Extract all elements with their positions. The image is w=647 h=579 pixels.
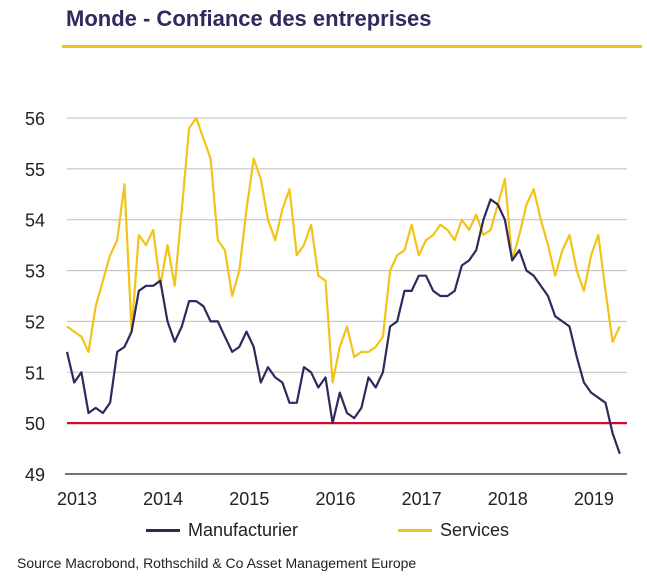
y-tick-label-49: 49	[25, 465, 45, 485]
legend-label-manufacturier: Manufacturier	[188, 520, 299, 540]
chart-legend: Manufacturier Services	[0, 520, 647, 544]
series-line-manufacturier	[65, 198, 621, 455]
series-line-services	[66, 116, 621, 384]
legend-label-services: Services	[440, 520, 510, 540]
x-tick-label-2017: 2017	[402, 489, 442, 509]
legend-swatch-services	[398, 529, 432, 532]
line-chart: 49 50 51 52 53 54 55 56 2013 2014 2015 2016 2017 2018…	[25, 109, 627, 509]
y-tick-label-52: 52	[25, 312, 45, 332]
x-tick-label-2019: 2019	[574, 489, 614, 509]
y-tick-label-55: 55	[25, 160, 45, 180]
y-tick-label-56: 56	[25, 109, 45, 129]
y-tick-label-50: 50	[25, 414, 45, 434]
x-tick-label-2013: 2013	[57, 489, 97, 509]
legend-swatch-manufacturier	[146, 529, 180, 532]
legend-item-services: Services	[398, 520, 509, 541]
source-note: Source Macrobond, Rothschild & Co Asset …	[17, 555, 417, 571]
y-tick-label-53: 53	[25, 262, 45, 282]
x-tick-label-2014: 2014	[143, 489, 183, 509]
y-tick-label-51: 51	[25, 363, 45, 383]
x-tick-label-2015: 2015	[229, 489, 269, 509]
x-tick-label-2018: 2018	[488, 489, 528, 509]
chart-title: Monde - Confiance des entreprises	[66, 6, 432, 31]
x-tick-label-2016: 2016	[315, 489, 355, 509]
legend-item-manufacturier: Manufacturier	[146, 520, 298, 541]
title-underline	[62, 45, 642, 48]
y-tick-label-54: 54	[25, 211, 45, 231]
